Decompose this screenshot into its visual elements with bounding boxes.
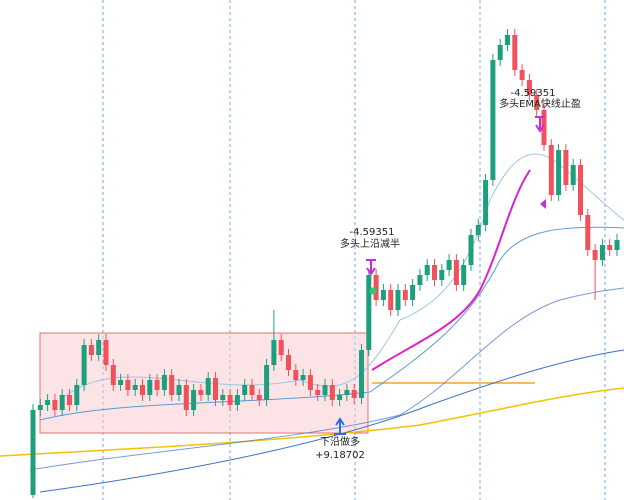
candle-body: [432, 265, 437, 280]
signal-arrow: [334, 417, 346, 435]
candle-body: [439, 270, 445, 280]
candle-body: [526, 80, 532, 95]
candle-body: [140, 385, 145, 395]
candle-body: [183, 385, 189, 410]
candle-body: [286, 355, 291, 370]
candle-body: [227, 395, 233, 405]
candle-body: [213, 378, 218, 400]
candle-body: [468, 235, 474, 265]
candle-body: [30, 410, 36, 495]
candle-body: [88, 345, 94, 355]
candle-body: [351, 390, 357, 398]
signal-arrow: [535, 116, 545, 133]
candle-body: [446, 260, 452, 270]
candle-body: [256, 395, 262, 400]
entry-dot: [369, 287, 377, 295]
candle-body: [475, 225, 481, 235]
candle-body: [614, 240, 620, 250]
candle-body: [242, 385, 248, 395]
candle-body: [366, 275, 372, 350]
candle-body: [234, 395, 240, 405]
candle-body: [103, 340, 109, 365]
signal-arrow: [366, 259, 376, 276]
candle-body: [578, 165, 583, 215]
candle-body: [519, 70, 525, 80]
candle-body: [395, 290, 401, 310]
annotation-text: 多头EMA快线止盈: [499, 97, 581, 110]
candle-body: [607, 245, 613, 250]
candle-body: [293, 370, 299, 380]
candle-body: [497, 45, 503, 60]
candle-body: [563, 150, 569, 185]
candle-body: [585, 215, 591, 250]
candle-body: [548, 145, 554, 195]
candle-body: [67, 395, 72, 405]
candle-body: [271, 340, 277, 365]
candle-body: [300, 375, 306, 380]
candle-body: [161, 375, 167, 390]
candle-body: [52, 400, 58, 410]
candle-body: [118, 380, 124, 385]
candle-body: [453, 260, 459, 285]
candle-body: [373, 275, 379, 300]
candle-body: [191, 390, 197, 410]
exit-marker: [540, 199, 546, 209]
candle-body: [388, 290, 394, 310]
candle-body: [534, 95, 540, 110]
candles: [30, 29, 620, 498]
candle-body: [570, 165, 576, 185]
annotation-value: -4.59351: [350, 227, 395, 238]
candle-body: [322, 385, 328, 395]
candle-body: [315, 390, 321, 395]
candle-body: [74, 385, 80, 405]
candle-body: [154, 380, 160, 390]
candle-body: [329, 385, 335, 400]
annotation-value: -4.59351: [511, 88, 556, 99]
candle-body: [96, 340, 102, 355]
candle-body: [402, 290, 408, 300]
candle-body: [169, 375, 175, 395]
candle-body: [599, 245, 605, 260]
candle-body: [410, 285, 416, 300]
candle-body: [490, 60, 496, 180]
annotation-text: 下沿做多: [320, 435, 360, 448]
candle-body: [307, 375, 313, 390]
candle-body: [461, 265, 467, 285]
ema-trend: [39, 226, 624, 421]
candle-body: [205, 378, 211, 395]
ema-long: [29, 287, 624, 471]
candle-body: [147, 380, 153, 395]
candle-body: [359, 350, 364, 398]
candle-body: [380, 290, 386, 300]
candle-body: [198, 390, 204, 395]
annotation-text: 多头上沿减半: [340, 237, 400, 250]
candle-body: [45, 400, 51, 405]
ema-mid: [39, 349, 624, 493]
candle-body: [483, 180, 489, 225]
ema-slow: [0, 387, 624, 457]
candle-body: [249, 385, 255, 395]
candle-body: [344, 390, 350, 395]
candle-body: [125, 380, 131, 390]
candle-body: [81, 345, 87, 385]
candle-body: [37, 405, 43, 410]
candle-body: [505, 35, 510, 45]
candle-body: [132, 385, 138, 390]
candle-body: [417, 275, 423, 285]
ema-fast: [371, 169, 531, 371]
annotation-value: +9.18702: [315, 450, 365, 461]
candle-body: [512, 35, 518, 70]
candle-body: [556, 150, 562, 195]
candle-body: [264, 365, 270, 400]
candle-body: [278, 340, 284, 355]
candle-body: [110, 365, 116, 385]
candle-body: [592, 250, 598, 260]
candle-body: [176, 385, 182, 395]
candle-body: [424, 265, 430, 275]
candle-body: [337, 395, 343, 400]
candle-body: [59, 395, 65, 410]
candle-body: [541, 110, 547, 145]
candle-body: [220, 395, 226, 400]
